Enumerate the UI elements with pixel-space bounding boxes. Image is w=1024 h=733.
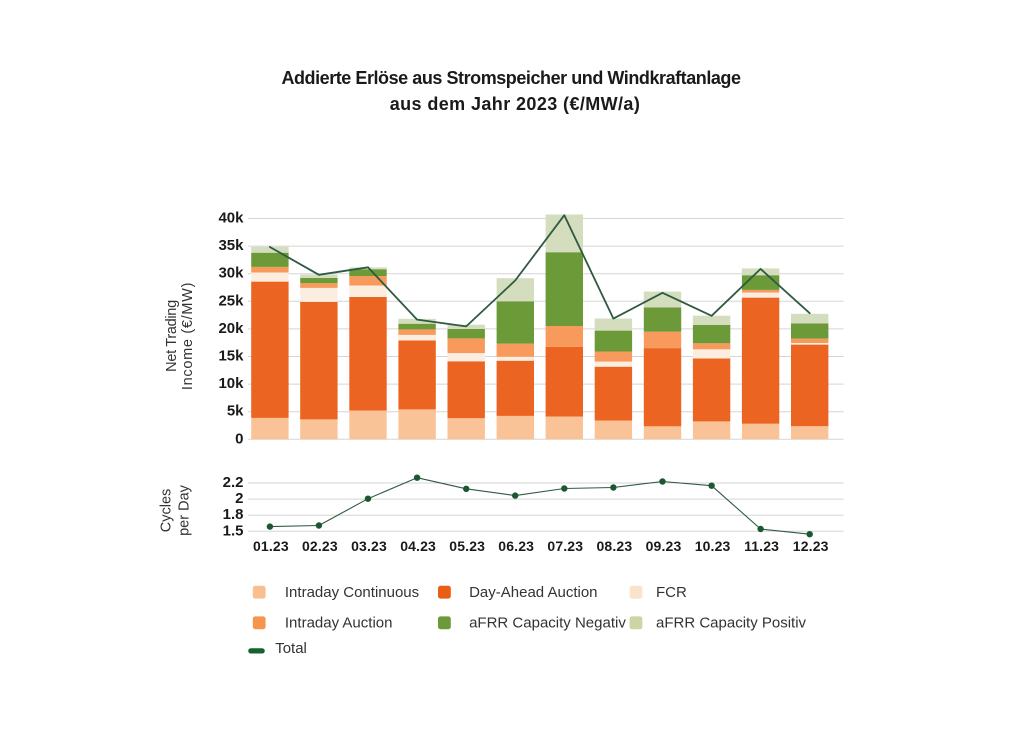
svg-text:09.23: 09.23: [646, 538, 682, 554]
svg-text:FCR: FCR: [656, 584, 687, 601]
svg-text:Total: Total: [275, 640, 307, 657]
svg-text:20k: 20k: [218, 320, 244, 337]
svg-text:10k: 10k: [218, 375, 244, 392]
svg-text:03.23: 03.23: [351, 538, 387, 554]
svg-text:Addierte Erlöse aus Stromspeic: Addierte Erlöse aus Stromspeicher und Wi…: [281, 68, 741, 88]
svg-text:08.23: 08.23: [597, 538, 633, 554]
svg-text:06.23: 06.23: [498, 538, 534, 554]
svg-text:Intraday Continuous: Intraday Continuous: [285, 584, 419, 601]
svg-text:0: 0: [235, 430, 243, 447]
svg-text:1.5: 1.5: [223, 522, 244, 539]
svg-text:10.23: 10.23: [695, 538, 731, 554]
svg-text:30k: 30k: [218, 265, 244, 282]
svg-text:2: 2: [235, 490, 243, 507]
svg-text:01.23: 01.23: [253, 538, 289, 554]
svg-text:5k: 5k: [227, 403, 244, 420]
svg-text:12.23: 12.23: [793, 538, 829, 554]
svg-text:15k: 15k: [218, 348, 244, 365]
svg-text:40k: 40k: [218, 210, 244, 227]
svg-text:07.23: 07.23: [547, 538, 583, 554]
svg-text:11.23: 11.23: [744, 538, 779, 554]
svg-text:Intraday Auction: Intraday Auction: [285, 615, 393, 632]
svg-text:04.23: 04.23: [400, 538, 436, 554]
svg-text:Day-Ahead Auction: Day-Ahead Auction: [469, 584, 597, 601]
svg-text:2.2: 2.2: [223, 474, 244, 491]
svg-text:35k: 35k: [218, 237, 244, 254]
svg-text:Net TradingIncome (€/MW): Net TradingIncome (€/MW): [164, 282, 196, 390]
svg-text:aFRR Capacity Negativ: aFRR Capacity Negativ: [469, 615, 626, 632]
svg-text:aus dem Jahr 2023 (€/MW/a): aus dem Jahr 2023 (€/MW/a): [390, 94, 641, 114]
svg-text:1.8: 1.8: [223, 506, 244, 523]
svg-text:aFRR Capacity Positiv: aFRR Capacity Positiv: [656, 615, 807, 632]
svg-text:05.23: 05.23: [449, 538, 485, 554]
svg-text:02.23: 02.23: [302, 538, 338, 554]
svg-text:25k: 25k: [218, 292, 244, 309]
